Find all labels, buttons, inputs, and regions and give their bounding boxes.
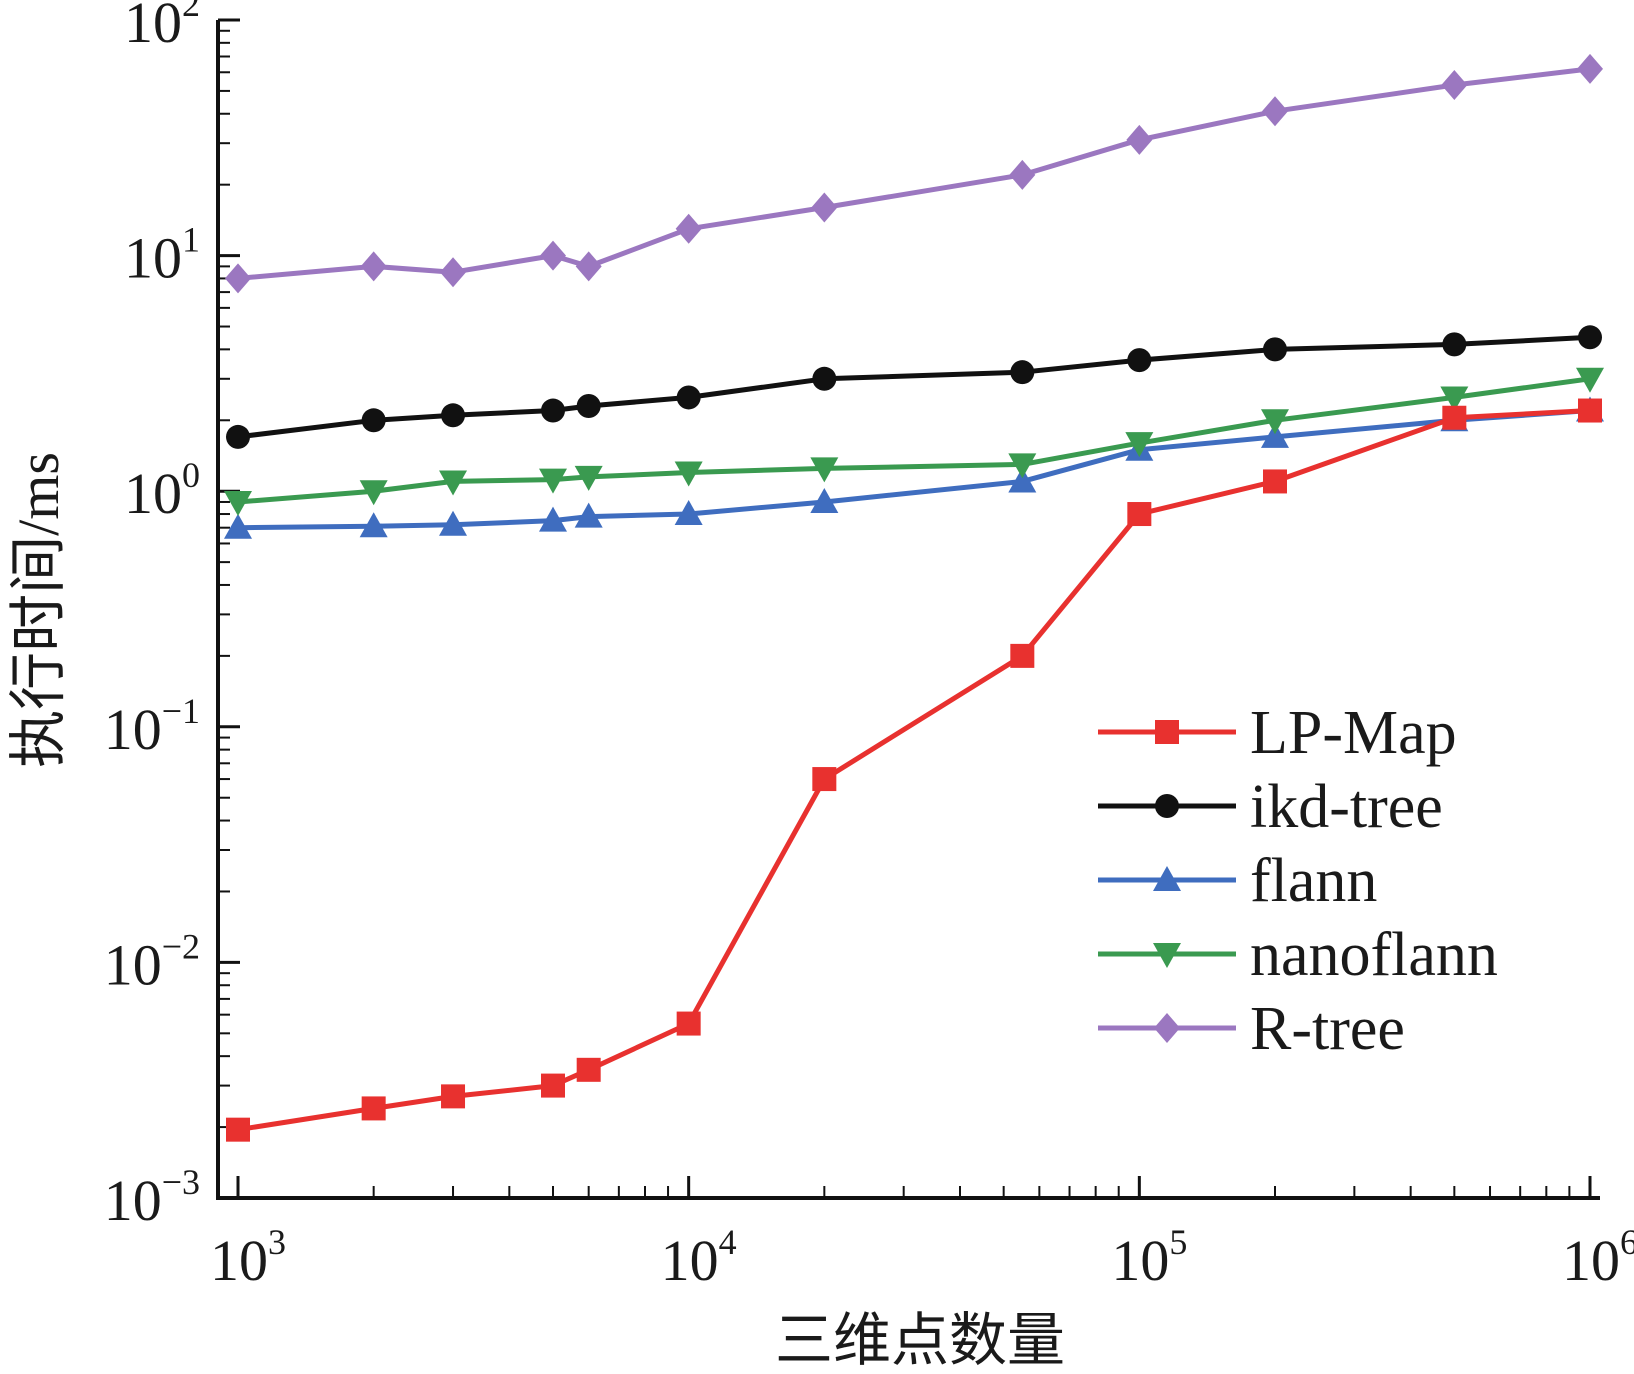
data-point	[676, 385, 701, 410]
data-point	[1127, 502, 1152, 527]
x-tick-label: 103	[210, 1222, 286, 1293]
data-point	[1127, 348, 1152, 373]
data-point	[360, 251, 387, 282]
legend-marker	[1153, 943, 1181, 968]
data-point	[811, 192, 838, 223]
data-point	[439, 470, 468, 496]
legend-label: LP-Map	[1250, 699, 1457, 767]
data-point	[1440, 386, 1469, 412]
y-tick-label: 10−2	[104, 926, 200, 997]
x-tick-label: 104	[661, 1222, 737, 1293]
data-point	[361, 1096, 386, 1121]
legend-item: nanoflann	[1098, 921, 1498, 989]
legend-item: LP-Map	[1098, 699, 1457, 767]
data-point	[675, 213, 702, 244]
x-axis-label: 三维点数量	[775, 1308, 1065, 1373]
y-tick-label: 101	[124, 220, 200, 291]
legend-label: ikd-tree	[1250, 773, 1443, 841]
x-tick-label: 105	[1111, 1222, 1187, 1293]
legend-item: flann	[1098, 847, 1377, 915]
legend-marker	[1153, 866, 1181, 891]
data-point	[674, 500, 703, 526]
data-point	[1442, 332, 1467, 357]
series-line	[237, 334, 1591, 440]
data-point	[1008, 467, 1037, 493]
data-point	[1125, 432, 1154, 458]
series-line	[237, 408, 1591, 1133]
series-layer	[224, 53, 1604, 1142]
data-point	[359, 480, 388, 506]
y-tick-label: 100	[124, 455, 200, 526]
data-point	[1442, 405, 1467, 430]
y-tick-label: 102	[124, 0, 200, 55]
legend-marker	[1154, 1013, 1180, 1043]
data-point	[575, 251, 602, 282]
data-point	[224, 490, 252, 516]
data-point	[1010, 360, 1035, 385]
data-point	[812, 767, 837, 792]
legend-item: R-tree	[1098, 995, 1405, 1063]
data-point	[1262, 469, 1287, 494]
series-nanoflann	[224, 367, 1604, 516]
data-point	[541, 1073, 566, 1098]
legend-item: ikd-tree	[1098, 773, 1443, 841]
data-point	[810, 457, 839, 483]
legend-label: R-tree	[1250, 995, 1405, 1063]
y-tick-label: 10−3	[104, 1162, 200, 1233]
data-point	[1441, 69, 1468, 100]
data-point	[676, 1011, 701, 1036]
series-line	[237, 376, 1591, 505]
data-point	[576, 393, 601, 418]
data-point	[226, 1117, 250, 1142]
data-point	[1260, 422, 1289, 448]
legend-marker	[1155, 720, 1179, 744]
data-point	[541, 398, 566, 423]
data-point	[1010, 643, 1035, 668]
data-point	[1260, 409, 1289, 435]
data-point	[1577, 53, 1603, 84]
data-point	[1262, 337, 1287, 362]
data-point	[1576, 367, 1604, 393]
data-point	[359, 512, 388, 538]
data-point	[1009, 159, 1036, 190]
data-point	[1008, 453, 1037, 479]
data-point	[441, 1084, 466, 1109]
legend-marker	[1155, 794, 1179, 818]
series-ikd-tree	[226, 325, 1602, 449]
series-r-tree	[225, 53, 1603, 294]
series-line	[237, 66, 1591, 281]
data-point	[361, 408, 386, 433]
legend-label: nanoflann	[1250, 921, 1498, 989]
data-point	[1578, 325, 1602, 350]
data-point	[812, 366, 837, 391]
data-point	[440, 257, 467, 288]
data-point	[226, 424, 250, 449]
data-point	[439, 510, 468, 536]
data-point	[539, 468, 568, 494]
series-line	[237, 408, 1591, 531]
series-lp-map	[226, 398, 1602, 1142]
data-point	[574, 502, 603, 528]
axes: 10−3 10−2 10−1 100 101 102 103 104 105 106	[104, 0, 1634, 1293]
data-point	[540, 240, 567, 271]
legend-label: flann	[1250, 847, 1377, 915]
data-point	[225, 263, 251, 294]
data-point	[224, 513, 252, 539]
data-point	[1126, 124, 1153, 155]
y-axis-label: 执行时间/ms	[6, 452, 71, 768]
x-tick-label: 106	[1562, 1222, 1634, 1293]
data-point	[539, 506, 568, 532]
data-point	[1578, 398, 1602, 423]
data-point	[674, 461, 703, 487]
data-point	[810, 487, 839, 513]
data-point	[576, 1057, 601, 1082]
y-tick-label: 10−1	[104, 691, 200, 762]
data-point	[441, 403, 466, 428]
data-point	[1261, 96, 1288, 127]
data-point	[574, 465, 603, 491]
